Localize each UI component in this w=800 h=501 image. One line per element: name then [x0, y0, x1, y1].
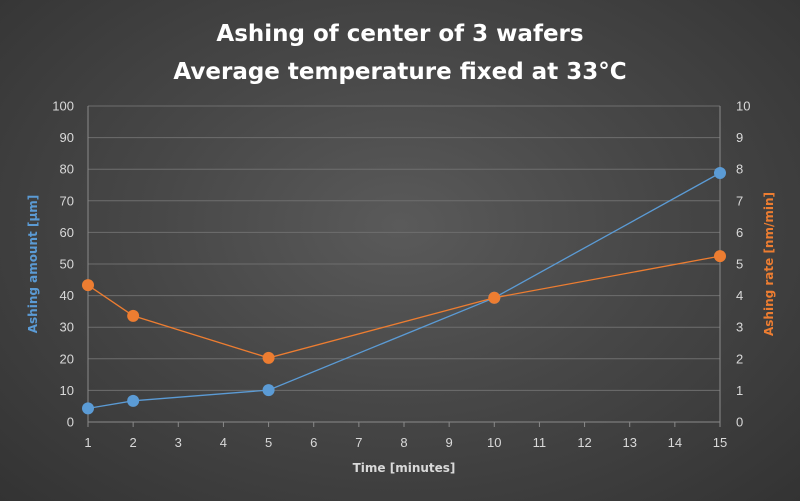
x-tick-label: 10 [487, 435, 501, 450]
y-right-tick-label: 6 [736, 225, 743, 240]
x-tick-label: 5 [265, 435, 272, 450]
y-right-tick-label: 7 [736, 193, 743, 208]
y-right-tick-label: 3 [736, 320, 743, 335]
ashing-rate-point [82, 279, 94, 292]
ashing-rate-point [262, 351, 275, 364]
axes [87, 106, 721, 427]
x-tick-label: 2 [130, 435, 137, 450]
y-left-tick-label: 60 [60, 225, 74, 240]
x-tick-label: 3 [175, 435, 182, 450]
y-left-tick-label: 90 [60, 130, 74, 145]
y-left-tick-label: 50 [60, 257, 74, 272]
y-right-tick-label: 9 [736, 130, 743, 145]
x-tick-label: 4 [220, 435, 227, 450]
ashing-amount-line [87, 172, 721, 410]
y-right-tick-label: 10 [736, 99, 750, 114]
ashing-rate-point [714, 250, 726, 263]
y-left-tick-label: 30 [60, 320, 74, 335]
ashing-amount-point [714, 166, 726, 179]
x-tick-label: 14 [668, 435, 682, 450]
ashing-rate-point [488, 291, 501, 304]
y-left-tick-label: 80 [60, 162, 74, 177]
y-right-tick-label: 1 [736, 383, 743, 398]
ashing-amount-point [127, 394, 140, 407]
x-tick-label: 1 [84, 435, 91, 450]
series-layer [82, 166, 726, 415]
ashing-amount-point [262, 384, 275, 397]
x-tick-label: 11 [533, 435, 547, 450]
y-left-tick-label: 0 [67, 415, 74, 430]
y-right-tick-label: 0 [736, 415, 743, 430]
ashing-rate-point [127, 309, 140, 322]
x-tick-label: 8 [400, 435, 407, 450]
y-left-tick-label: 20 [60, 351, 74, 366]
y-axis-right-title: Ashing rate [nm/min] [762, 192, 776, 336]
x-tick-label: 7 [355, 435, 362, 450]
y-left-tick-label: 70 [60, 193, 74, 208]
y-right-tick-label: 5 [736, 257, 743, 272]
x-tick-label: 15 [713, 435, 727, 450]
y-left-tick-label: 100 [52, 99, 74, 114]
y-right-tick-label: 8 [736, 162, 743, 177]
x-axis-title: Time [minutes] [353, 461, 456, 475]
gridlines [88, 105, 720, 423]
ashing-amount-point [82, 402, 94, 415]
x-tick-label: 6 [310, 435, 317, 450]
y-right-tick-label: 4 [736, 288, 743, 303]
x-tick-label: 12 [577, 435, 591, 450]
x-tick-label: 13 [622, 435, 636, 450]
y-left-tick-label: 40 [60, 288, 74, 303]
y-left-tick-label: 10 [60, 383, 74, 398]
chart-title-line-2: Average temperature fixed at 33°C [173, 59, 626, 85]
y-right-tick-label: 2 [736, 351, 743, 366]
x-tick-label: 9 [446, 435, 453, 450]
y-axis-left-title: Ashing amount [µm] [26, 195, 40, 334]
ashing-rate-line [87, 255, 721, 359]
chart-title-line-1: Ashing of center of 3 wafers [216, 21, 583, 47]
